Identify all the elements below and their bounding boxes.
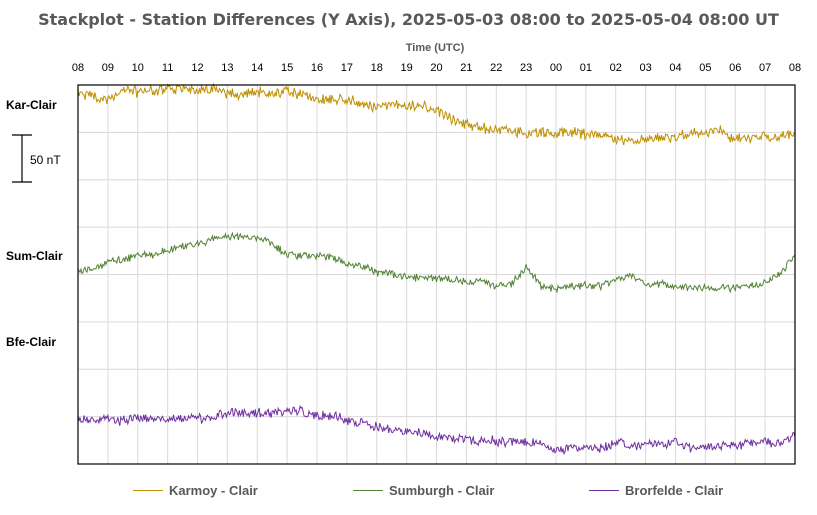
grid-lines xyxy=(78,85,795,464)
series-line-brorfelde xyxy=(77,404,796,456)
x-tick-label: 10 xyxy=(131,62,144,74)
legend-item-brorfelde: Brorfelde - Clair xyxy=(589,483,723,498)
legend-swatch-sumburgh xyxy=(353,490,383,491)
x-tick-label: 09 xyxy=(101,62,114,74)
x-tick-label: 03 xyxy=(639,62,652,74)
scale-bar xyxy=(12,134,32,183)
x-tick-label: 08 xyxy=(788,62,802,74)
series-lines xyxy=(77,82,796,456)
x-tick-label: 04 xyxy=(669,62,682,74)
legend-label-karmoy: Karmoy - Clair xyxy=(169,483,258,498)
x-tick-label: 23 xyxy=(520,62,533,74)
legend-label-brorfelde: Brorfelde - Clair xyxy=(625,483,724,498)
legend-swatch-karmoy xyxy=(133,490,163,491)
station-label-kar: Kar-Clair xyxy=(6,98,57,112)
x-tick-label: 08 xyxy=(71,62,85,74)
legend-item-karmoy: Karmoy - Clair xyxy=(133,483,258,498)
x-tick-label: 21 xyxy=(460,62,473,74)
x-tick-label: 01 xyxy=(579,62,592,74)
legend-item-sumburgh: Sumburgh - Clair xyxy=(353,483,494,498)
plot-border xyxy=(77,84,796,465)
x-tick-label: 00 xyxy=(549,62,563,74)
x-tick-label: 07 xyxy=(759,62,772,74)
chart-title: Stackplot - Station Differences (Y Axis)… xyxy=(38,10,779,29)
legend-label-sumburgh: Sumburgh - Clair xyxy=(389,483,495,498)
series-line-sumburgh xyxy=(77,231,796,294)
station-label-sum: Sum-Clair xyxy=(6,249,63,263)
scale-bar-label: 50 nT xyxy=(30,153,61,167)
x-tick-label: 14 xyxy=(251,62,264,74)
series-line-karmoy xyxy=(77,82,796,146)
x-tick-label: 17 xyxy=(340,62,353,74)
legend-swatch-brorfelde xyxy=(589,490,619,491)
x-tick-label: 05 xyxy=(699,62,712,74)
x-tick-label: 15 xyxy=(281,62,294,74)
x-tick-label: 19 xyxy=(400,62,413,74)
x-tick-label: 20 xyxy=(430,62,443,74)
x-tick-label: 13 xyxy=(221,62,234,74)
x-tick-label: 18 xyxy=(370,62,383,74)
x-tick-label: 11 xyxy=(161,62,174,74)
x-axis-label: Time (UTC) xyxy=(405,42,465,54)
x-tick-label: 22 xyxy=(490,62,503,74)
x-tick-label: 12 xyxy=(191,62,204,74)
station-label-bfe: Bfe-Clair xyxy=(6,335,57,349)
x-tick-label: 02 xyxy=(609,62,622,74)
x-tick-label: 16 xyxy=(310,62,324,74)
x-tick-label: 06 xyxy=(729,62,742,74)
